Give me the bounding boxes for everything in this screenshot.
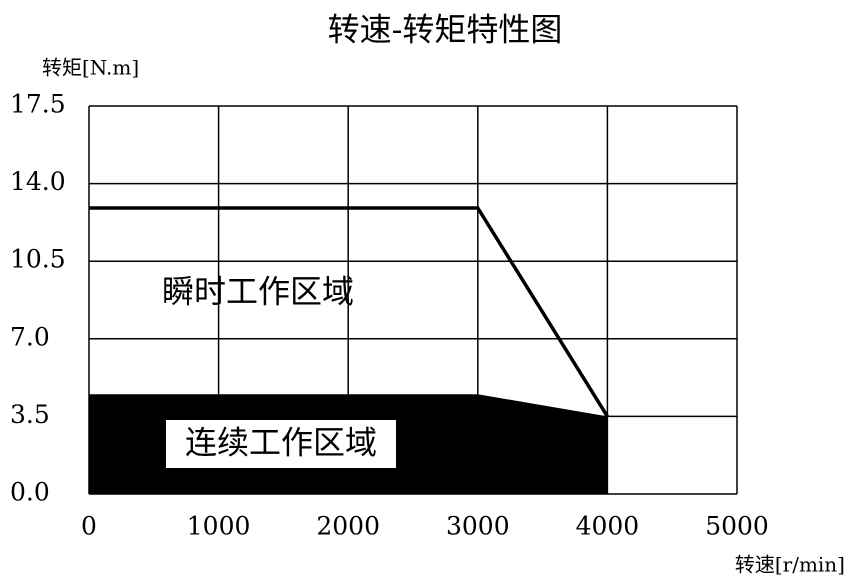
- y-tick-label: 17.5: [10, 90, 66, 119]
- x-tick-label: 1000: [187, 512, 251, 541]
- annotation-box: [166, 420, 396, 468]
- y-tick-label: 7.0: [10, 322, 50, 351]
- y-tick-label: 10.5: [10, 245, 66, 274]
- x-tick-label: 5000: [705, 512, 769, 541]
- x-tick-label: 4000: [576, 512, 640, 541]
- annotation: 连续工作区域: [185, 424, 377, 462]
- y-tick-label: 0.0: [10, 478, 50, 507]
- x-tick-label: 2000: [316, 512, 380, 541]
- y-tick-label: 3.5: [10, 400, 50, 429]
- x-axis-label: 转速[r/min]: [735, 553, 845, 577]
- x-tick-label: 3000: [446, 512, 510, 541]
- annotation: 瞬时工作区域: [162, 273, 354, 311]
- x-tick-label: 0: [81, 512, 97, 541]
- y-tick-label: 14.0: [10, 167, 66, 196]
- chart-title: 转速-转矩特性图: [328, 11, 563, 49]
- y-axis-label: 转矩[N.m]: [42, 56, 139, 80]
- instantaneous-line: [89, 206, 609, 418]
